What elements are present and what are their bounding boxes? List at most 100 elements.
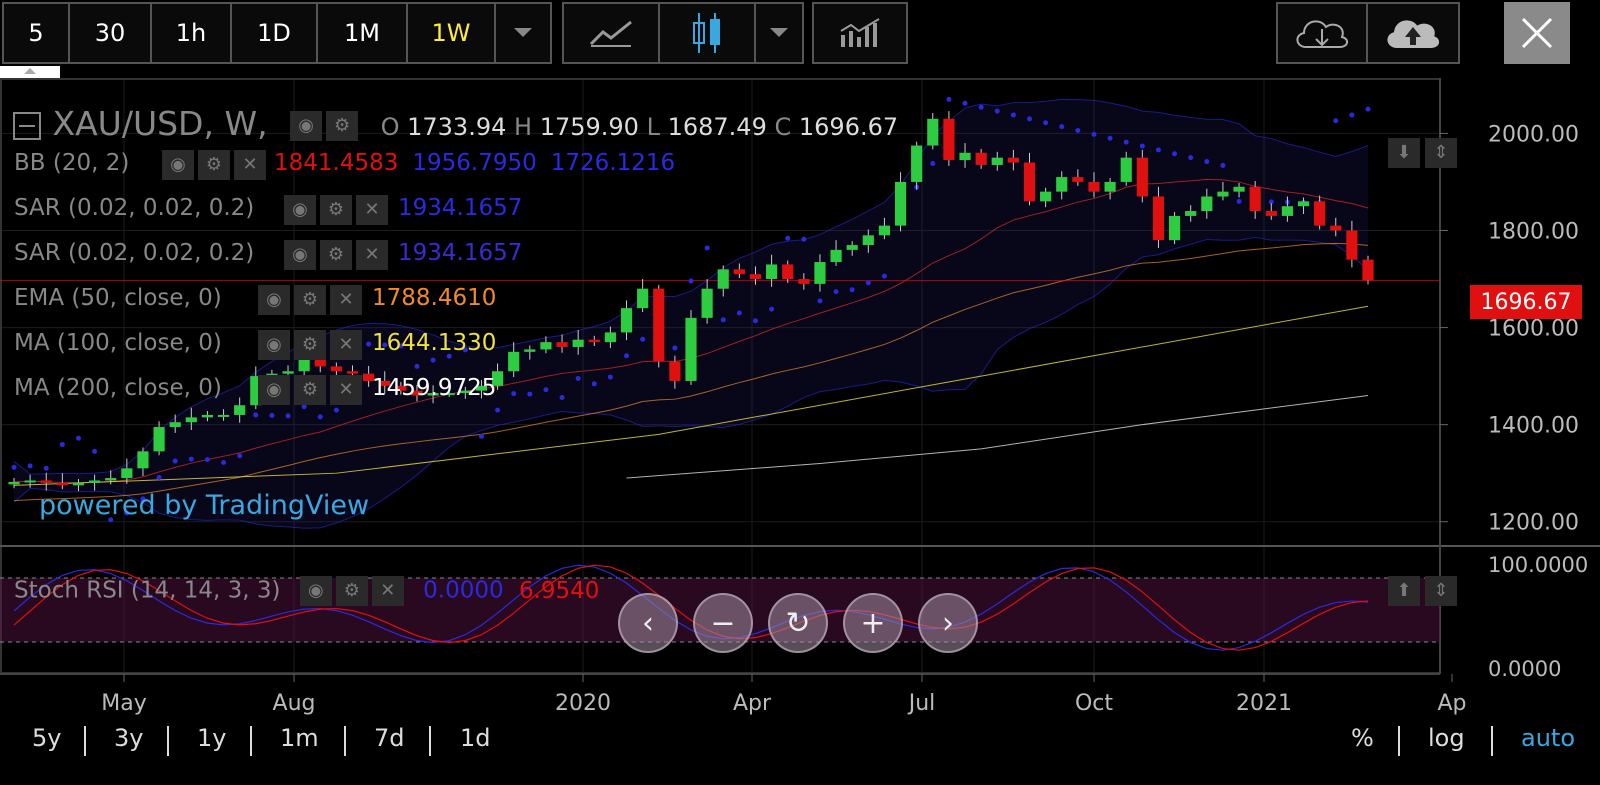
reset-chart-button[interactable]: ↻ [768,593,828,653]
eye-icon[interactable]: ◉ [162,150,194,180]
close-button[interactable] [1504,2,1570,64]
candle-body [379,380,391,386]
zoom-out-button[interactable]: − [693,593,753,653]
gear-icon[interactable]: ⚙ [335,576,368,606]
sar-dot [27,463,33,469]
candle-body [1265,211,1277,216]
remove-icon[interactable]: ✕ [371,576,404,606]
sar-dot [849,287,855,293]
gear-icon[interactable]: ⚙ [326,110,359,141]
interval-1h-button[interactable]: 1h [150,2,232,64]
cloud-upload-button[interactable] [1366,2,1460,64]
auto-scale-button[interactable]: auto [1521,724,1576,752]
remove-icon[interactable]: ✕ [234,150,266,180]
candle-body [475,385,488,391]
candle-body [411,390,423,396]
collapse-icon[interactable] [12,111,42,141]
candle-body [1168,215,1181,241]
gear-icon[interactable]: ⚙ [198,150,230,180]
cloud-download-button[interactable] [1276,2,1368,64]
eye-icon[interactable]: ◉ [258,375,290,405]
study-controls: ◉ ⚙ ✕ [162,150,266,180]
move-down-icon[interactable]: ⬇ [1388,138,1420,168]
gear-icon[interactable]: ⚙ [294,330,326,360]
range-1d-button[interactable]: 1d [460,724,491,752]
stoch-rsi-controls: ◉ ⚙ ✕ [299,576,404,606]
log-scale-button[interactable]: log [1428,724,1465,752]
candle-body [250,376,262,406]
range-1m-button[interactable]: 1m [280,724,319,752]
eye-icon[interactable]: ◉ [299,576,332,606]
range-7d-button[interactable]: 7d [374,724,405,752]
scroll-up-handle[interactable] [0,66,60,78]
study-value: 1934.1657 [398,240,523,266]
interval-5-button[interactable]: 5 [2,2,70,64]
gear-icon[interactable]: ⚙ [320,195,352,225]
candlestick-icon [693,13,720,53]
eye-icon[interactable]: ◉ [258,330,290,360]
candle-body [185,417,197,423]
range-3y-button[interactable]: 3y [114,724,144,752]
percent-scale-button[interactable]: % [1351,724,1374,752]
sar-dot [1236,198,1242,204]
sar-dot [1075,127,1081,133]
sar-dot [156,475,162,481]
sar-dot [253,412,259,418]
chart-type-dropdown-button[interactable] [754,2,804,64]
indicators-button[interactable] [812,2,908,64]
range-5y-button[interactable]: 5y [32,724,62,752]
eye-icon[interactable]: ◉ [284,240,316,270]
maximize-icon[interactable]: ⇕ [1425,138,1458,168]
move-up-icon[interactable]: ⬆ [1388,576,1420,606]
range-1y-button[interactable]: 1y [197,724,227,752]
scroll-right-button[interactable]: › [918,593,978,653]
tradingview-watermark[interactable]: powered by TradingView [39,490,370,521]
sar-dot [1027,116,1032,122]
close-value: 1696.67 [798,113,899,141]
candle-body [766,264,778,280]
study-legend: BB (20, 2) ◉ ⚙ ✕ 1841.4583 1956.7950 1726.1216 [14,150,675,180]
range-separator [1398,726,1400,756]
range-separator [167,726,169,756]
scroll-left-button[interactable]: ‹ [618,593,678,653]
remove-icon[interactable]: ✕ [330,375,362,405]
sar-dot [59,442,65,448]
candle-body [40,480,52,483]
candle-body [121,468,133,479]
remove-icon[interactable]: ✕ [356,240,388,270]
interval-1d-button[interactable]: 1D [230,2,318,64]
remove-icon[interactable]: ✕ [330,285,362,315]
eye-icon[interactable]: ◉ [258,285,290,315]
chart-axes: 2000.00 1800.00 1600.00 1400.00 1200.00 100.0… [0,122,1588,716]
interval-dropdown-button[interactable] [494,2,552,64]
candle-body [1088,181,1100,192]
candle-body [459,390,471,394]
candle-body [943,118,955,161]
remove-icon[interactable]: ✕ [356,195,388,225]
candle-body [1120,157,1132,182]
study-controls: ◉ ⚙ ✕ [258,330,362,360]
sar-dot [978,104,984,110]
interval-1m-button[interactable]: 1M [316,2,408,64]
gear-icon[interactable]: ⚙ [294,375,326,405]
line-chart-button[interactable] [562,2,660,64]
candlestick-chart-button[interactable] [658,2,756,64]
interval-1w-button[interactable]: 1W [406,2,496,64]
gear-icon[interactable]: ⚙ [320,240,352,270]
study-label: MA (200, close, 0) [14,375,222,401]
eye-icon[interactable]: ◉ [290,110,323,141]
maximize-icon[interactable]: ⇕ [1425,576,1458,606]
candle-body [830,249,842,263]
sar-dot [962,100,968,106]
sar-dot [92,448,98,454]
eye-icon[interactable]: ◉ [284,195,316,225]
sar-dot [188,456,194,462]
stoch-rsi-label: Stoch RSI (14, 14, 3, 3) [14,577,281,604]
price-chart[interactable]: 2000.00 1800.00 1600.00 1400.00 1200.00 100.0… [0,78,1600,785]
gear-icon[interactable]: ⚙ [294,285,326,315]
candle-body [669,361,681,381]
interval-30-button[interactable]: 30 [68,2,152,64]
remove-icon[interactable]: ✕ [330,330,362,360]
candle-body [1281,206,1293,216]
zoom-in-button[interactable]: + [843,593,903,653]
